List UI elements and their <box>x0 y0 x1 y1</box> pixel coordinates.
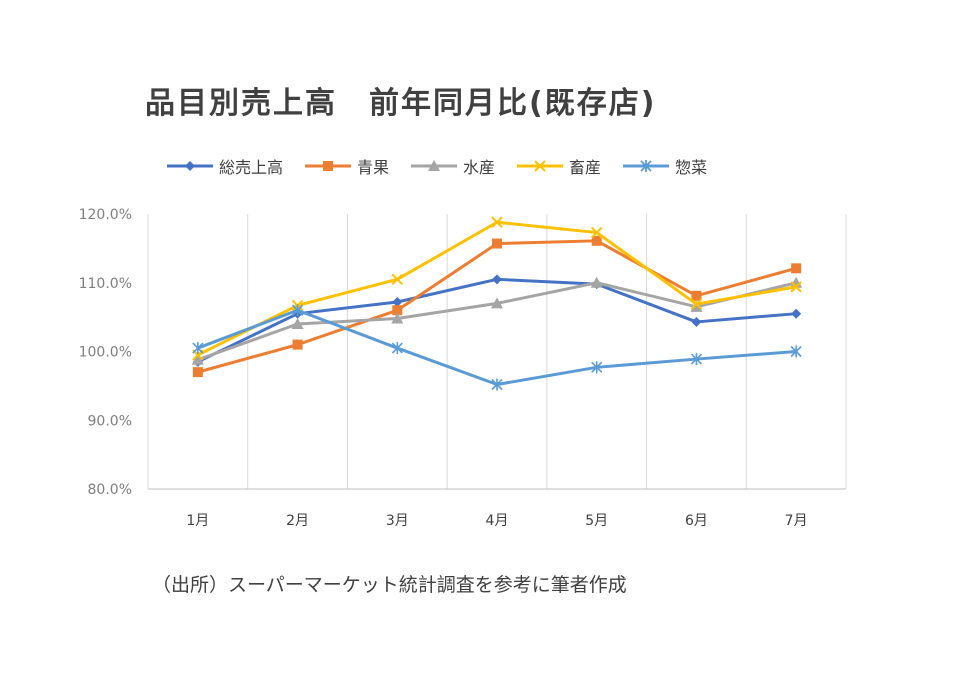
data-point-3-6 <box>790 281 802 293</box>
data-point-2-4 <box>590 276 603 288</box>
legend-item-produce: 青果 <box>303 154 389 178</box>
data-point-3-5 <box>690 298 703 310</box>
data-point-3-3 <box>491 216 503 228</box>
y-tick-label: 100.0% <box>79 345 132 361</box>
legend-label: 惣菜 <box>675 158 708 177</box>
data-point-1-1 <box>292 339 303 350</box>
legend-marker-diamond-icon <box>167 161 213 171</box>
legend-label: 青果 <box>357 158 390 177</box>
data-point-2-1 <box>291 318 304 329</box>
data-point-3-4 <box>591 226 603 239</box>
y-tick-label: 80.0% <box>88 482 132 498</box>
data-point-4-2 <box>391 342 403 355</box>
data-point-4-4 <box>591 361 603 374</box>
data-point-4-6 <box>790 345 802 358</box>
legend-marker-square-icon <box>305 161 352 171</box>
legend-label: 総売上高 <box>219 158 284 177</box>
x-tick-label: 2月 <box>286 513 309 529</box>
legend-item-meat: 畜産 <box>515 154 601 178</box>
legend-marker-asterisk-icon <box>623 160 670 172</box>
data-point-2-3 <box>491 297 503 309</box>
data-point-2-2 <box>391 312 404 324</box>
x-tick-label: 5月 <box>585 513 608 529</box>
y-tick-label: 120.0% <box>79 207 132 223</box>
x-tick-label: 3月 <box>386 513 409 529</box>
data-point-1-3 <box>492 238 502 249</box>
x-tick-label: 4月 <box>486 513 509 529</box>
data-point-0-3 <box>492 274 502 285</box>
x-tick-label: 7月 <box>785 513 808 529</box>
y-tick-label: 110.0% <box>79 276 132 292</box>
legend-label: 水産 <box>463 158 496 177</box>
source-note: （出所）スーパーマーケット統計調査を参考に筆者作成 <box>152 574 627 596</box>
legend-item-deli: 惣菜 <box>621 154 707 178</box>
legend-marker-x-icon <box>517 160 564 172</box>
data-point-0-6 <box>791 308 802 319</box>
data-point-0-5 <box>691 316 702 327</box>
data-point-1-2 <box>392 305 403 316</box>
data-point-4-3 <box>491 378 503 391</box>
data-point-0-2 <box>392 297 403 307</box>
legend-label: 畜産 <box>569 158 602 177</box>
y-tick-label: 90.0% <box>88 413 132 429</box>
data-point-2-5 <box>690 300 703 312</box>
data-point-3-2 <box>391 273 403 286</box>
x-tick-label: 1月 <box>186 513 209 529</box>
legend-item-seafood: 水産 <box>409 154 495 178</box>
legend-item-sales: 総売上高 <box>165 154 283 178</box>
data-point-2-0 <box>191 353 204 365</box>
data-point-1-0 <box>192 367 203 378</box>
legend-marker-triangle-icon <box>411 160 458 171</box>
x-tick-label: 6月 <box>685 513 708 529</box>
chart-title: 品目別売上高 前年同月比(既存店) <box>145 86 657 121</box>
data-point-4-0 <box>192 342 204 355</box>
chart-legend: 総売上高 青果 水産 畜産 惣菜 <box>165 154 707 178</box>
data-point-1-6 <box>791 263 802 274</box>
data-point-4-1 <box>292 304 304 317</box>
data-point-4-5 <box>690 353 702 366</box>
data-point-1-5 <box>691 290 702 301</box>
data-point-1-4 <box>591 235 602 246</box>
